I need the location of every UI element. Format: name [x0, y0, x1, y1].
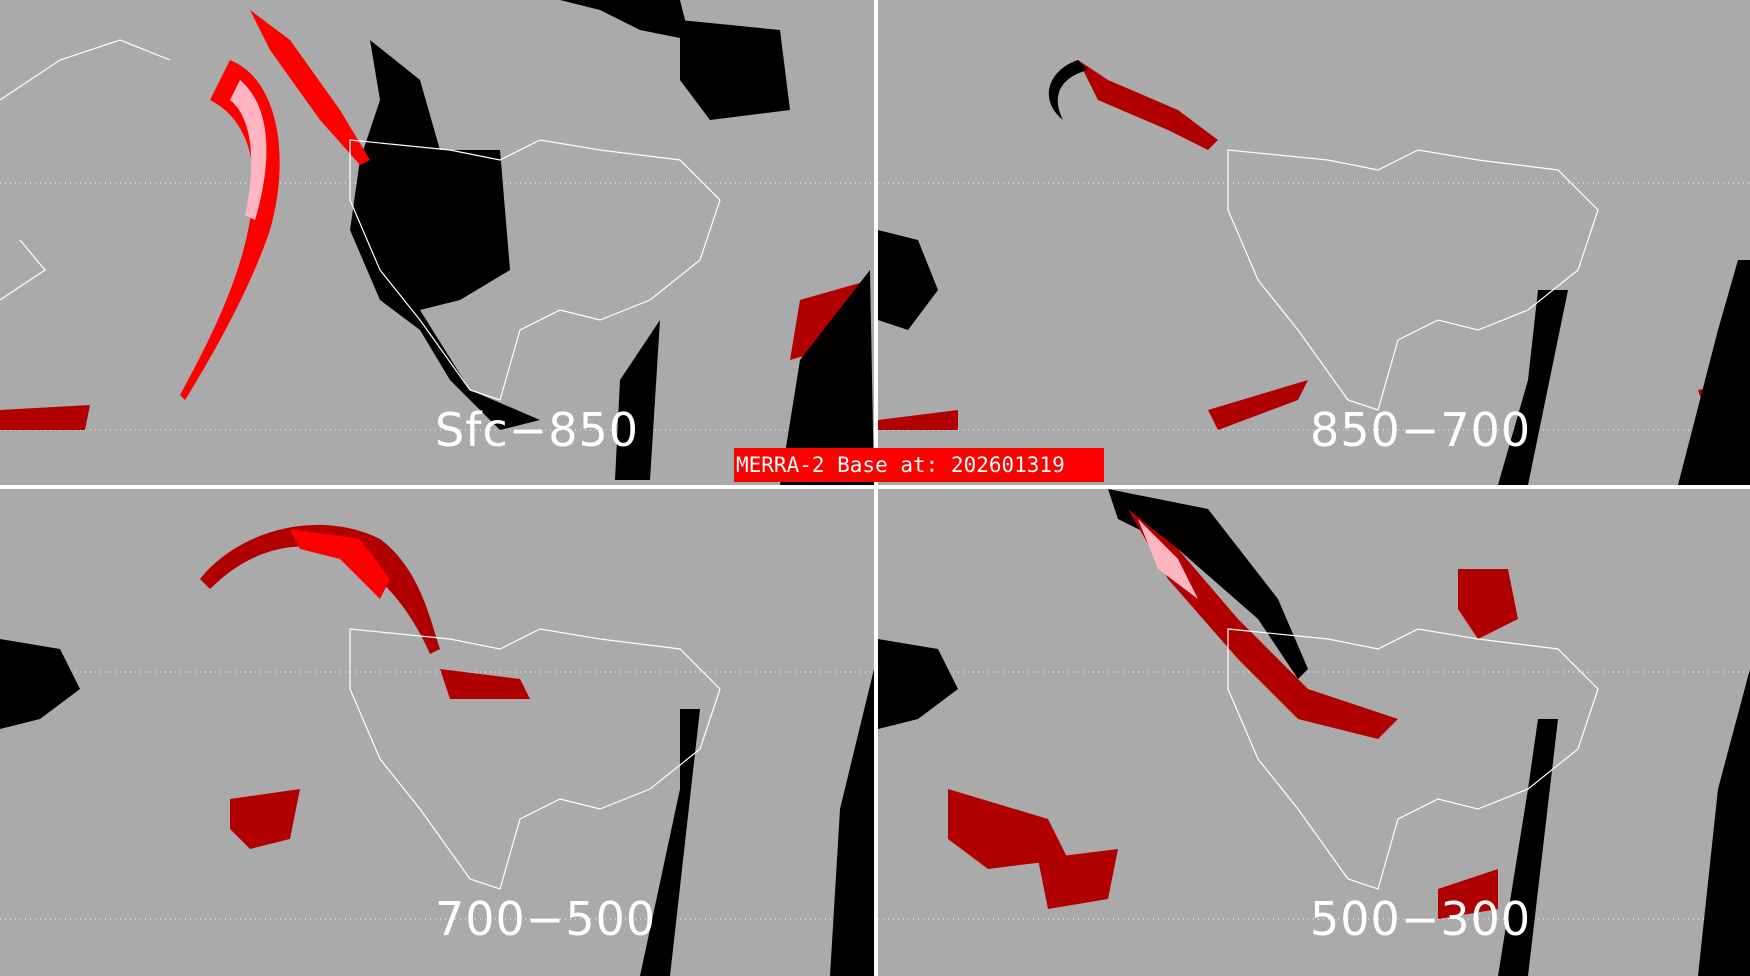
map-850-700: [878, 60, 1750, 485]
panel-label: Sfc−850: [435, 403, 640, 457]
panel-label: 850−700: [1310, 403, 1532, 457]
map-sfc-850: [0, 0, 874, 485]
panel-850-700: 850−700: [878, 0, 1750, 485]
panel-700-500: 700−500: [0, 489, 874, 976]
panel-sfc-850: Sfc−850: [0, 0, 874, 485]
panel-label: 700−500: [435, 892, 657, 946]
panel-label: 500−300: [1310, 892, 1532, 946]
map-700-500: [0, 524, 874, 976]
title-banner: MERRA-2 Base at: 202601319: [734, 448, 1104, 482]
panel-500-300: 500−300: [878, 489, 1750, 976]
map-500-300: [878, 489, 1750, 976]
horizontal-divider: [0, 485, 1750, 489]
